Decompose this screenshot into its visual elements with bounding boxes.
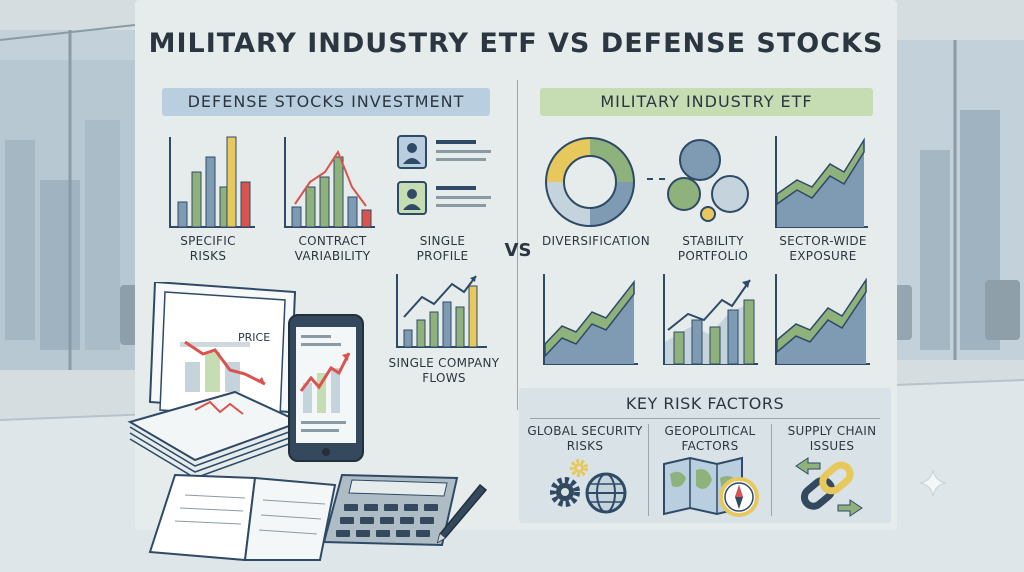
contract-variability-chart bbox=[284, 137, 375, 228]
calculator-icon bbox=[322, 473, 459, 547]
left-section-header: DEFENSE STOCKS INVESTMENT bbox=[162, 88, 490, 116]
growth-area-chart-1 bbox=[543, 274, 638, 365]
sector-wide-exposure-label: SECTOR-WIDE EXPOSURE bbox=[779, 234, 867, 263]
notebook-icon bbox=[148, 473, 337, 562]
gears-icon bbox=[550, 459, 588, 507]
document-price-label: PRICE bbox=[238, 331, 271, 344]
map-icon bbox=[663, 456, 743, 516]
growth-bar-chart bbox=[663, 274, 758, 365]
page-title: MILITARY INDUSTRY ETF VS DEFENSE STOCKS bbox=[148, 28, 884, 59]
single-profile-label: SINGLE PROFILE bbox=[416, 234, 469, 263]
risk-col-divider-1 bbox=[648, 424, 649, 516]
supply-chain-issues-label: SUPPLY CHAIN ISSUES bbox=[787, 424, 877, 453]
connector-dashes bbox=[647, 178, 665, 180]
stability-portfolio-bubbles bbox=[667, 139, 749, 222]
center-divider bbox=[517, 80, 518, 410]
risk-col-divider-2 bbox=[771, 424, 772, 516]
pen-icon bbox=[436, 483, 488, 544]
vs-label: VS bbox=[504, 240, 532, 261]
single-company-flows-chart bbox=[396, 274, 487, 348]
globe-icon bbox=[585, 472, 627, 514]
specific-risks-bar-chart bbox=[169, 136, 255, 228]
global-security-risks-label: GLOBAL SECURITY RISKS bbox=[527, 424, 643, 453]
document-stack bbox=[127, 282, 303, 479]
right-section-header: MILITARY INDUSTRY ETF bbox=[540, 88, 873, 116]
sparkle-icon bbox=[919, 469, 947, 497]
single-profile-cards bbox=[397, 135, 491, 215]
contract-variability-label: CONTRACT VARIABILITY bbox=[294, 234, 371, 263]
chain-link-icon bbox=[800, 461, 854, 510]
diversification-label: DIVERSIFICATION bbox=[542, 234, 650, 248]
single-company-flows-label: SINGLE COMPANY FLOWS bbox=[388, 356, 500, 385]
sector-wide-exposure-chart bbox=[775, 136, 868, 228]
risk-divider bbox=[530, 418, 880, 419]
compass-icon bbox=[719, 477, 759, 517]
geopolitical-factors-label: GEOPOLITICAL FACTORS bbox=[664, 424, 756, 453]
arrows-icon bbox=[795, 457, 863, 517]
diversification-donut-chart bbox=[545, 137, 635, 227]
stability-portfolio-label: STABILITY PORTFOLIO bbox=[677, 234, 749, 263]
growth-area-chart-2 bbox=[775, 274, 870, 365]
smartphone-icon bbox=[288, 314, 364, 462]
specific-risks-label: SPECIFIC RISKS bbox=[180, 234, 236, 263]
risk-header: KEY RISK FACTORS bbox=[625, 394, 785, 413]
